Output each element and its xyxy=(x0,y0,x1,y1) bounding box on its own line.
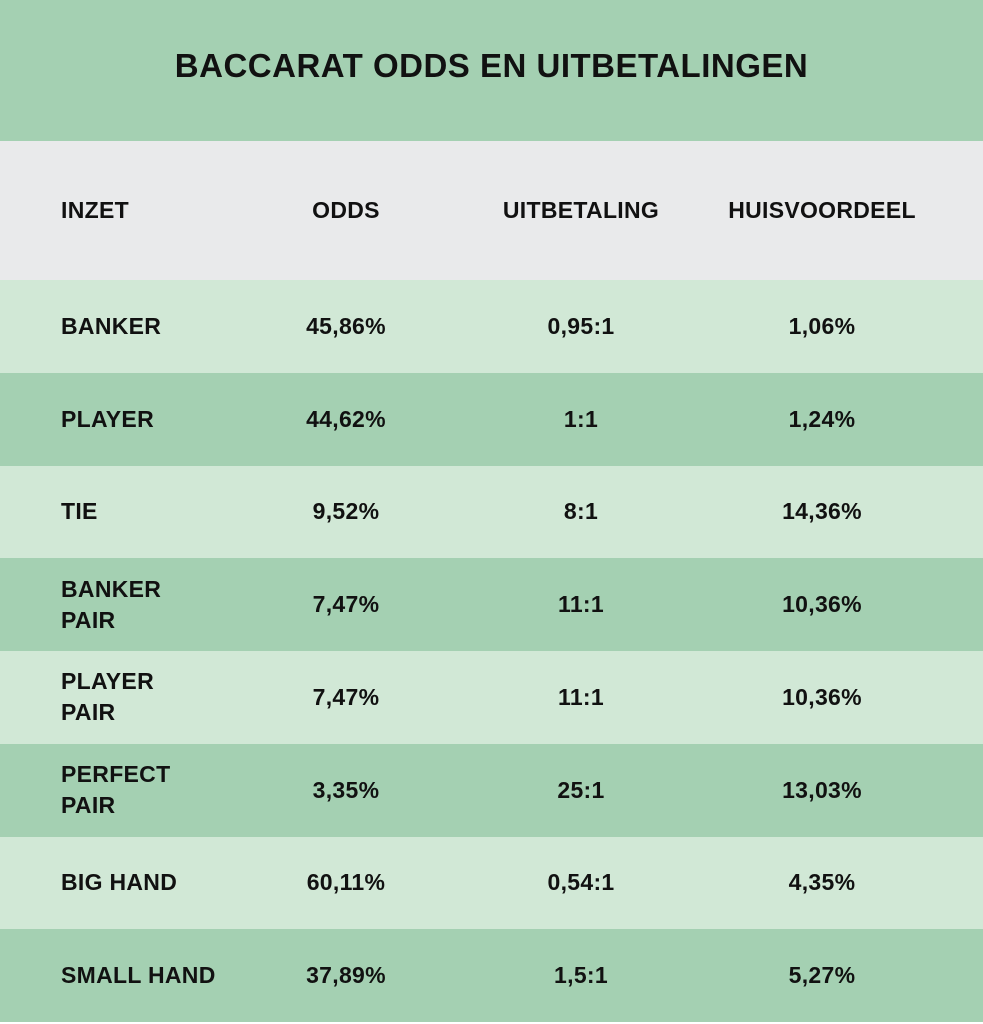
cell-uitbetaling: 0,95:1 xyxy=(547,312,615,339)
cell-inzet: TIE xyxy=(61,498,98,525)
table-row: TIE 9,52% 8:1 14,36% xyxy=(0,465,983,559)
title-band: BACCARAT ODDS EN UITBETALINGEN xyxy=(0,0,983,141)
table-row: BIG HAND 60,11% 0,54:1 4,35% xyxy=(0,836,983,930)
cell-uitbetaling: 11:1 xyxy=(558,683,604,710)
cell-huisvoordeel: 14,36% xyxy=(782,498,862,525)
cell-uitbetaling: 1:1 xyxy=(563,405,599,432)
table-row: BANKER PAIR 7,47% 11:1 10,36% xyxy=(0,558,983,651)
cell-huisvoordeel: 10,36% xyxy=(782,591,862,618)
cell-odds: 60,11% xyxy=(306,869,386,896)
header-uitbetaling: UITBETALING xyxy=(502,197,660,223)
cell-odds: 9,52% xyxy=(312,498,380,525)
cell-inzet: BANKER xyxy=(61,312,162,339)
cell-odds: 7,47% xyxy=(312,683,380,710)
cell-odds: 37,89% xyxy=(306,962,386,989)
cell-inzet: BIG HAND xyxy=(61,869,178,896)
cell-uitbetaling: 0,54:1 xyxy=(547,869,615,896)
cell-inzet: PLAYER PAIR xyxy=(61,668,154,726)
cell-uitbetaling: 8:1 xyxy=(563,498,599,525)
cell-odds: 44,62% xyxy=(306,405,386,432)
header-inzet: INZET xyxy=(61,197,129,223)
cell-uitbetaling: 1,5:1 xyxy=(554,962,608,989)
table-row: BANKER 45,86% 0,95:1 1,06% xyxy=(0,280,983,373)
cell-huisvoordeel: 5,27% xyxy=(788,962,856,989)
cell-huisvoordeel: 1,06% xyxy=(788,312,856,339)
page-title: BACCARAT ODDS EN UITBETALINGEN xyxy=(174,46,809,84)
cell-uitbetaling: 11:1 xyxy=(558,591,604,618)
cell-inzet: SMALL HAND xyxy=(61,962,216,989)
table-row: PLAYER 44,62% 1:1 1,24% xyxy=(0,372,983,466)
table-header-row: INZET ODDS UITBETALING HUISVOORDEEL xyxy=(0,141,983,280)
cell-odds: 3,35% xyxy=(312,776,380,803)
cell-huisvoordeel: 10,36% xyxy=(782,683,862,710)
cell-huisvoordeel: 1,24% xyxy=(788,405,856,432)
cell-inzet: PLAYER xyxy=(61,405,154,432)
cell-inzet: PERFECT PAIR xyxy=(61,761,171,819)
header-huisvoordeel: HUISVOORDEEL xyxy=(728,197,916,223)
cell-huisvoordeel: 4,35% xyxy=(788,869,856,896)
cell-odds: 45,86% xyxy=(306,312,386,339)
table-body: BANKER 45,86% 0,95:1 1,06% PLAYER 44,62%… xyxy=(0,280,983,1022)
cell-huisvoordeel: 13,03% xyxy=(782,776,862,803)
cell-uitbetaling: 25:1 xyxy=(557,776,605,803)
header-odds: ODDS xyxy=(312,197,380,223)
cell-odds: 7,47% xyxy=(312,591,380,618)
table-row: PERFECT PAIR 3,35% 25:1 13,03% xyxy=(0,743,983,837)
table-row: SMALL HAND 37,89% 1,5:1 5,27% xyxy=(0,929,983,1022)
table-row: PLAYER PAIR 7,47% 11:1 10,36% xyxy=(0,651,983,744)
cell-inzet: BANKER PAIR xyxy=(61,575,162,633)
